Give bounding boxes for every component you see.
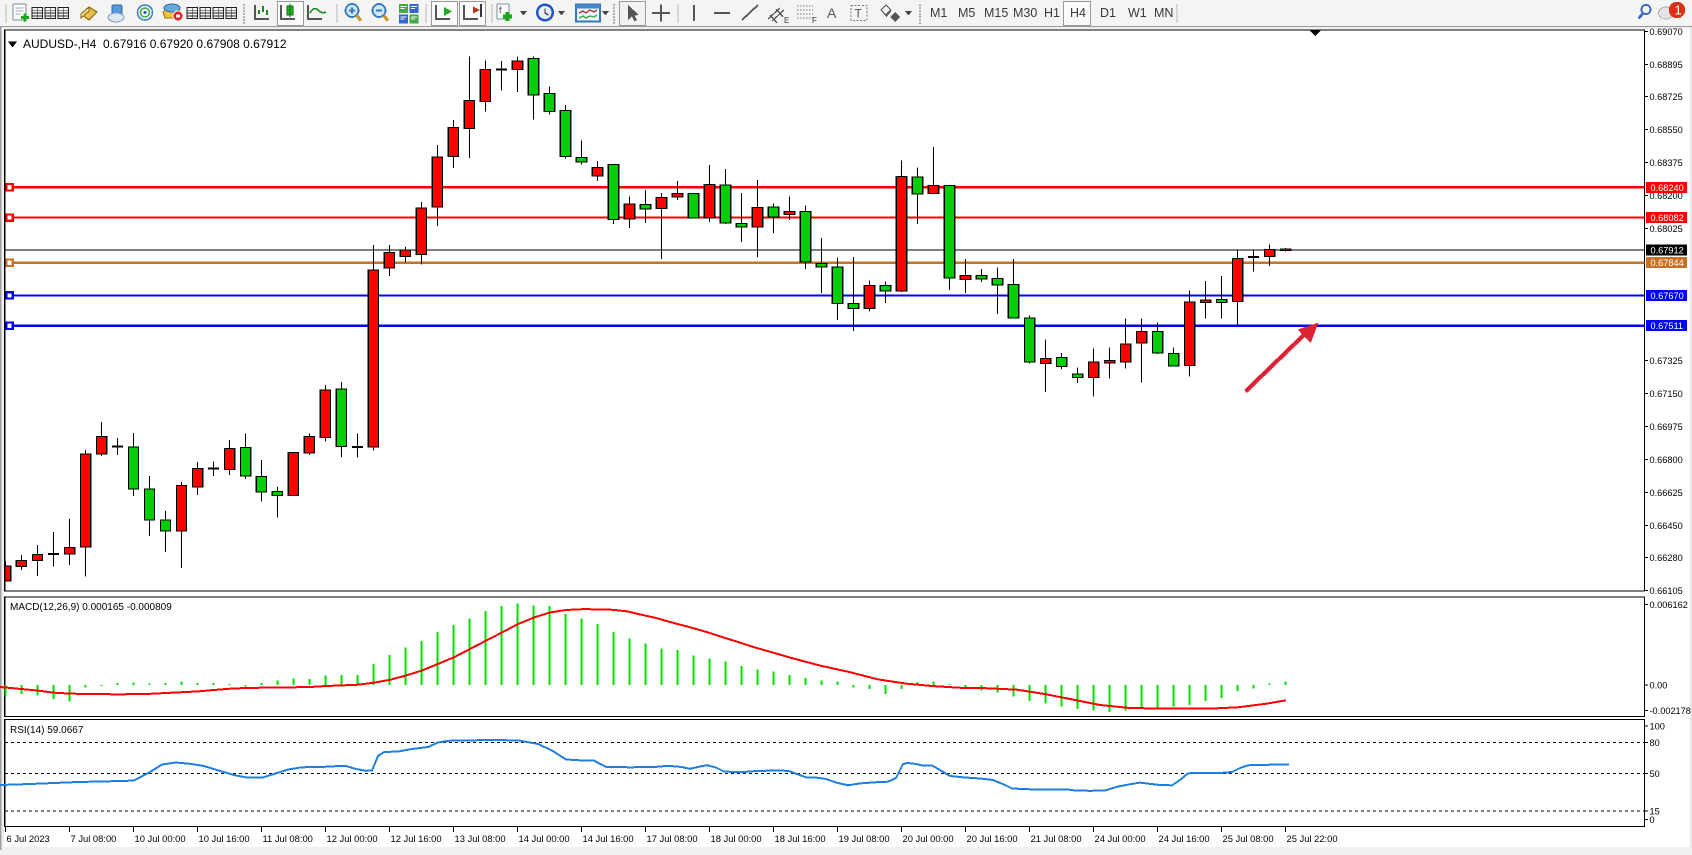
svg-text:0.68025: 0.68025 — [1650, 224, 1683, 234]
svg-text:19 Jul 08:00: 19 Jul 08:00 — [839, 833, 890, 844]
svg-text:14 Jul 00:00: 14 Jul 00:00 — [519, 833, 570, 844]
svg-text:0.66105: 0.66105 — [1650, 586, 1683, 596]
svg-text:W1: W1 — [1128, 6, 1147, 20]
svg-text:80: 80 — [1650, 738, 1660, 748]
svg-text:0.68200: 0.68200 — [1650, 191, 1683, 201]
svg-text:15: 15 — [1650, 807, 1660, 817]
svg-text:1: 1 — [1675, 3, 1682, 18]
svg-text:0.67511: 0.67511 — [1651, 321, 1684, 331]
svg-text:T: T — [855, 7, 863, 21]
svg-text:25 Jul 22:00: 25 Jul 22:00 — [1287, 833, 1338, 844]
svg-text:24 Jul 16:00: 24 Jul 16:00 — [1159, 833, 1210, 844]
svg-text:M30: M30 — [1013, 6, 1037, 20]
svg-text:0.66800: 0.66800 — [1650, 455, 1683, 465]
svg-text:17 Jul 08:00: 17 Jul 08:00 — [647, 833, 698, 844]
svg-text:20 Jul 16:00: 20 Jul 16:00 — [967, 833, 1018, 844]
svg-text:0.68375: 0.68375 — [1650, 158, 1683, 168]
svg-text:24 Jul 00:00: 24 Jul 00:00 — [1095, 833, 1146, 844]
svg-text:-0.002178: -0.002178 — [1650, 706, 1691, 716]
svg-text:F: F — [812, 16, 817, 25]
svg-text:H4: H4 — [1070, 6, 1086, 20]
svg-text:25 Jul 08:00: 25 Jul 08:00 — [1223, 833, 1274, 844]
svg-text:12 Jul 16:00: 12 Jul 16:00 — [391, 833, 442, 844]
svg-text:f: f — [499, 5, 502, 15]
svg-text:AUDUSD-,H4 0.67916 0.67920 0.: AUDUSD-,H4 0.67916 0.67920 0.67908 0.679… — [23, 37, 287, 51]
svg-text:0.67670: 0.67670 — [1651, 291, 1684, 301]
svg-text:0.66280: 0.66280 — [1650, 553, 1683, 563]
svg-text:M1: M1 — [930, 6, 947, 20]
svg-text:18 Jul 16:00: 18 Jul 16:00 — [775, 833, 826, 844]
svg-text:13 Jul 08:00: 13 Jul 08:00 — [455, 833, 506, 844]
svg-text:E: E — [784, 16, 789, 25]
svg-text:11 Jul 08:00: 11 Jul 08:00 — [263, 833, 313, 844]
svg-text:0.00: 0.00 — [1650, 681, 1668, 691]
svg-text:18 Jul 00:00: 18 Jul 00:00 — [711, 833, 762, 844]
svg-text:0.68725: 0.68725 — [1650, 92, 1683, 102]
svg-text:A: A — [827, 5, 837, 21]
svg-text:14 Jul 16:00: 14 Jul 16:00 — [583, 833, 634, 844]
svg-text:50: 50 — [1650, 769, 1660, 779]
svg-text:0.67150: 0.67150 — [1650, 389, 1683, 399]
svg-text:0.69070: 0.69070 — [1650, 27, 1683, 37]
svg-text:0: 0 — [1650, 815, 1655, 825]
svg-text:MN: MN — [1154, 6, 1173, 20]
svg-text:D1: D1 — [1100, 6, 1116, 20]
svg-text:10 Jul 00:00: 10 Jul 00:00 — [135, 833, 186, 844]
svg-text:0.67912: 0.67912 — [1651, 246, 1684, 256]
svg-text:21 Jul 08:00: 21 Jul 08:00 — [1031, 833, 1082, 844]
svg-text:M5: M5 — [958, 6, 975, 20]
svg-text:7 Jul 08:00: 7 Jul 08:00 — [71, 833, 117, 844]
svg-text:0.66975: 0.66975 — [1650, 422, 1683, 432]
svg-text:0.67844: 0.67844 — [1651, 258, 1684, 268]
svg-text:6 Jul 2023: 6 Jul 2023 — [7, 833, 50, 844]
svg-text:0.68550: 0.68550 — [1650, 125, 1683, 135]
svg-text:H1: H1 — [1044, 6, 1060, 20]
svg-text:10 Jul 16:00: 10 Jul 16:00 — [199, 833, 250, 844]
svg-text:0.006162: 0.006162 — [1650, 600, 1688, 610]
svg-text:12 Jul 00:00: 12 Jul 00:00 — [327, 833, 378, 844]
svg-text:0.66450: 0.66450 — [1650, 521, 1683, 531]
svg-text:0.68240: 0.68240 — [1651, 183, 1684, 193]
svg-text:MACD(12,26,9) 0.000165 -0.0008: MACD(12,26,9) 0.000165 -0.000809 — [10, 602, 172, 613]
svg-text:0.66625: 0.66625 — [1650, 488, 1683, 498]
svg-text:100: 100 — [1650, 722, 1665, 732]
svg-text:0.67325: 0.67325 — [1650, 356, 1683, 366]
svg-text:0.68895: 0.68895 — [1650, 60, 1683, 70]
svg-text:M15: M15 — [984, 6, 1008, 20]
svg-text:RSI(14) 59.0667: RSI(14) 59.0667 — [10, 725, 84, 736]
svg-text:0.68082: 0.68082 — [1651, 213, 1684, 223]
svg-text:20 Jul 00:00: 20 Jul 00:00 — [903, 833, 954, 844]
